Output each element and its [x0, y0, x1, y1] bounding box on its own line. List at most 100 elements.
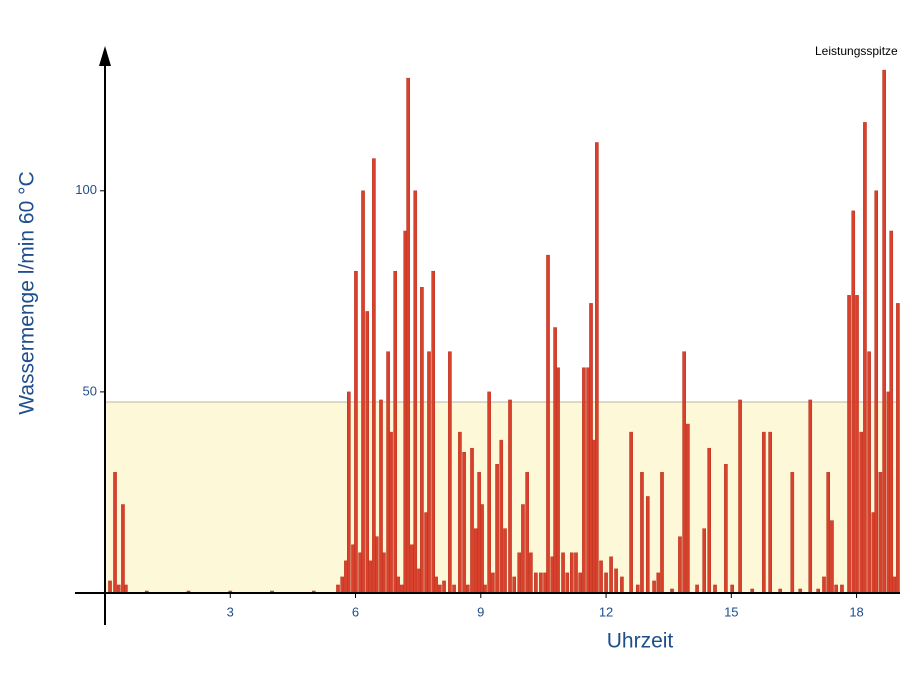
bar [534, 572, 538, 594]
bar [344, 560, 348, 594]
bar [417, 568, 421, 594]
bar [762, 431, 766, 594]
bar [438, 584, 442, 594]
y-axis-label: Wassermenge l/min 60 °C [16, 171, 39, 414]
bar [713, 584, 717, 594]
bar [517, 552, 522, 594]
bar [368, 560, 372, 594]
bar [874, 190, 879, 594]
x-tick-label: 3 [227, 604, 234, 619]
bar [724, 464, 728, 594]
bar [790, 472, 795, 594]
bar [354, 270, 358, 594]
bar [427, 351, 431, 594]
bar [420, 287, 424, 594]
bar [614, 568, 618, 594]
bar [565, 572, 570, 594]
bar [108, 580, 112, 594]
bar [340, 576, 344, 594]
bar [382, 552, 386, 594]
bar [487, 391, 491, 594]
bar [629, 431, 633, 594]
bar [550, 556, 555, 594]
bar [386, 351, 390, 594]
y-tick-label: 50 [83, 383, 97, 398]
bar [822, 576, 826, 594]
x-tick-label: 18 [849, 604, 863, 619]
bar [730, 584, 734, 594]
bar [495, 464, 499, 594]
bar [635, 584, 640, 594]
bar [470, 447, 474, 594]
y-axis-arrow [99, 46, 111, 66]
bar [406, 77, 410, 594]
bar [503, 528, 507, 594]
bar [361, 190, 365, 594]
bar [582, 367, 586, 594]
bar [599, 560, 603, 594]
bar [116, 584, 121, 594]
bar [508, 399, 512, 594]
bar [512, 576, 517, 594]
bar [556, 367, 560, 594]
bar [473, 528, 478, 594]
bar [889, 230, 894, 594]
bar [578, 572, 582, 594]
bar [543, 572, 547, 594]
bar [589, 303, 593, 594]
bar [403, 230, 408, 594]
bar [609, 556, 613, 594]
bar [595, 142, 599, 594]
bar [410, 544, 414, 594]
bar [882, 69, 886, 594]
bar [424, 512, 428, 594]
bar [413, 190, 418, 594]
bar [695, 584, 699, 594]
bar [702, 528, 706, 594]
bar [372, 158, 376, 594]
bar [660, 472, 664, 594]
bar [620, 576, 624, 594]
bar [840, 584, 844, 594]
bar [878, 472, 883, 594]
bar [452, 584, 456, 594]
bar [656, 572, 661, 594]
bar [491, 572, 495, 594]
x-axis-label: Uhrzeit [607, 630, 674, 653]
x-tick-label: 12 [599, 604, 613, 619]
bar [645, 496, 650, 594]
bar [592, 439, 596, 594]
bar [358, 552, 362, 594]
bar [707, 447, 711, 594]
bar [830, 520, 834, 594]
bar [521, 504, 525, 594]
bar [336, 584, 340, 594]
bar [851, 210, 856, 594]
bar [347, 391, 351, 594]
bar [431, 270, 436, 594]
bar [365, 311, 370, 594]
bar [466, 584, 470, 594]
x-tick-label: 15 [724, 604, 738, 619]
bar [892, 576, 896, 594]
bar [379, 399, 383, 594]
bar [113, 472, 117, 594]
bar [442, 580, 446, 594]
bar [738, 399, 742, 594]
bar [477, 472, 481, 594]
bar [396, 576, 400, 594]
annotation: Leistungsspitze [815, 44, 898, 58]
bar [458, 431, 462, 594]
y-tick-label: 100 [75, 182, 97, 197]
bar [124, 584, 128, 594]
bar [871, 512, 876, 594]
bar [863, 122, 867, 594]
bar [574, 552, 578, 594]
bar [462, 451, 466, 594]
bar [499, 439, 504, 594]
bar [121, 504, 125, 594]
bar [834, 584, 838, 594]
bar [847, 295, 851, 594]
bar [855, 295, 859, 594]
